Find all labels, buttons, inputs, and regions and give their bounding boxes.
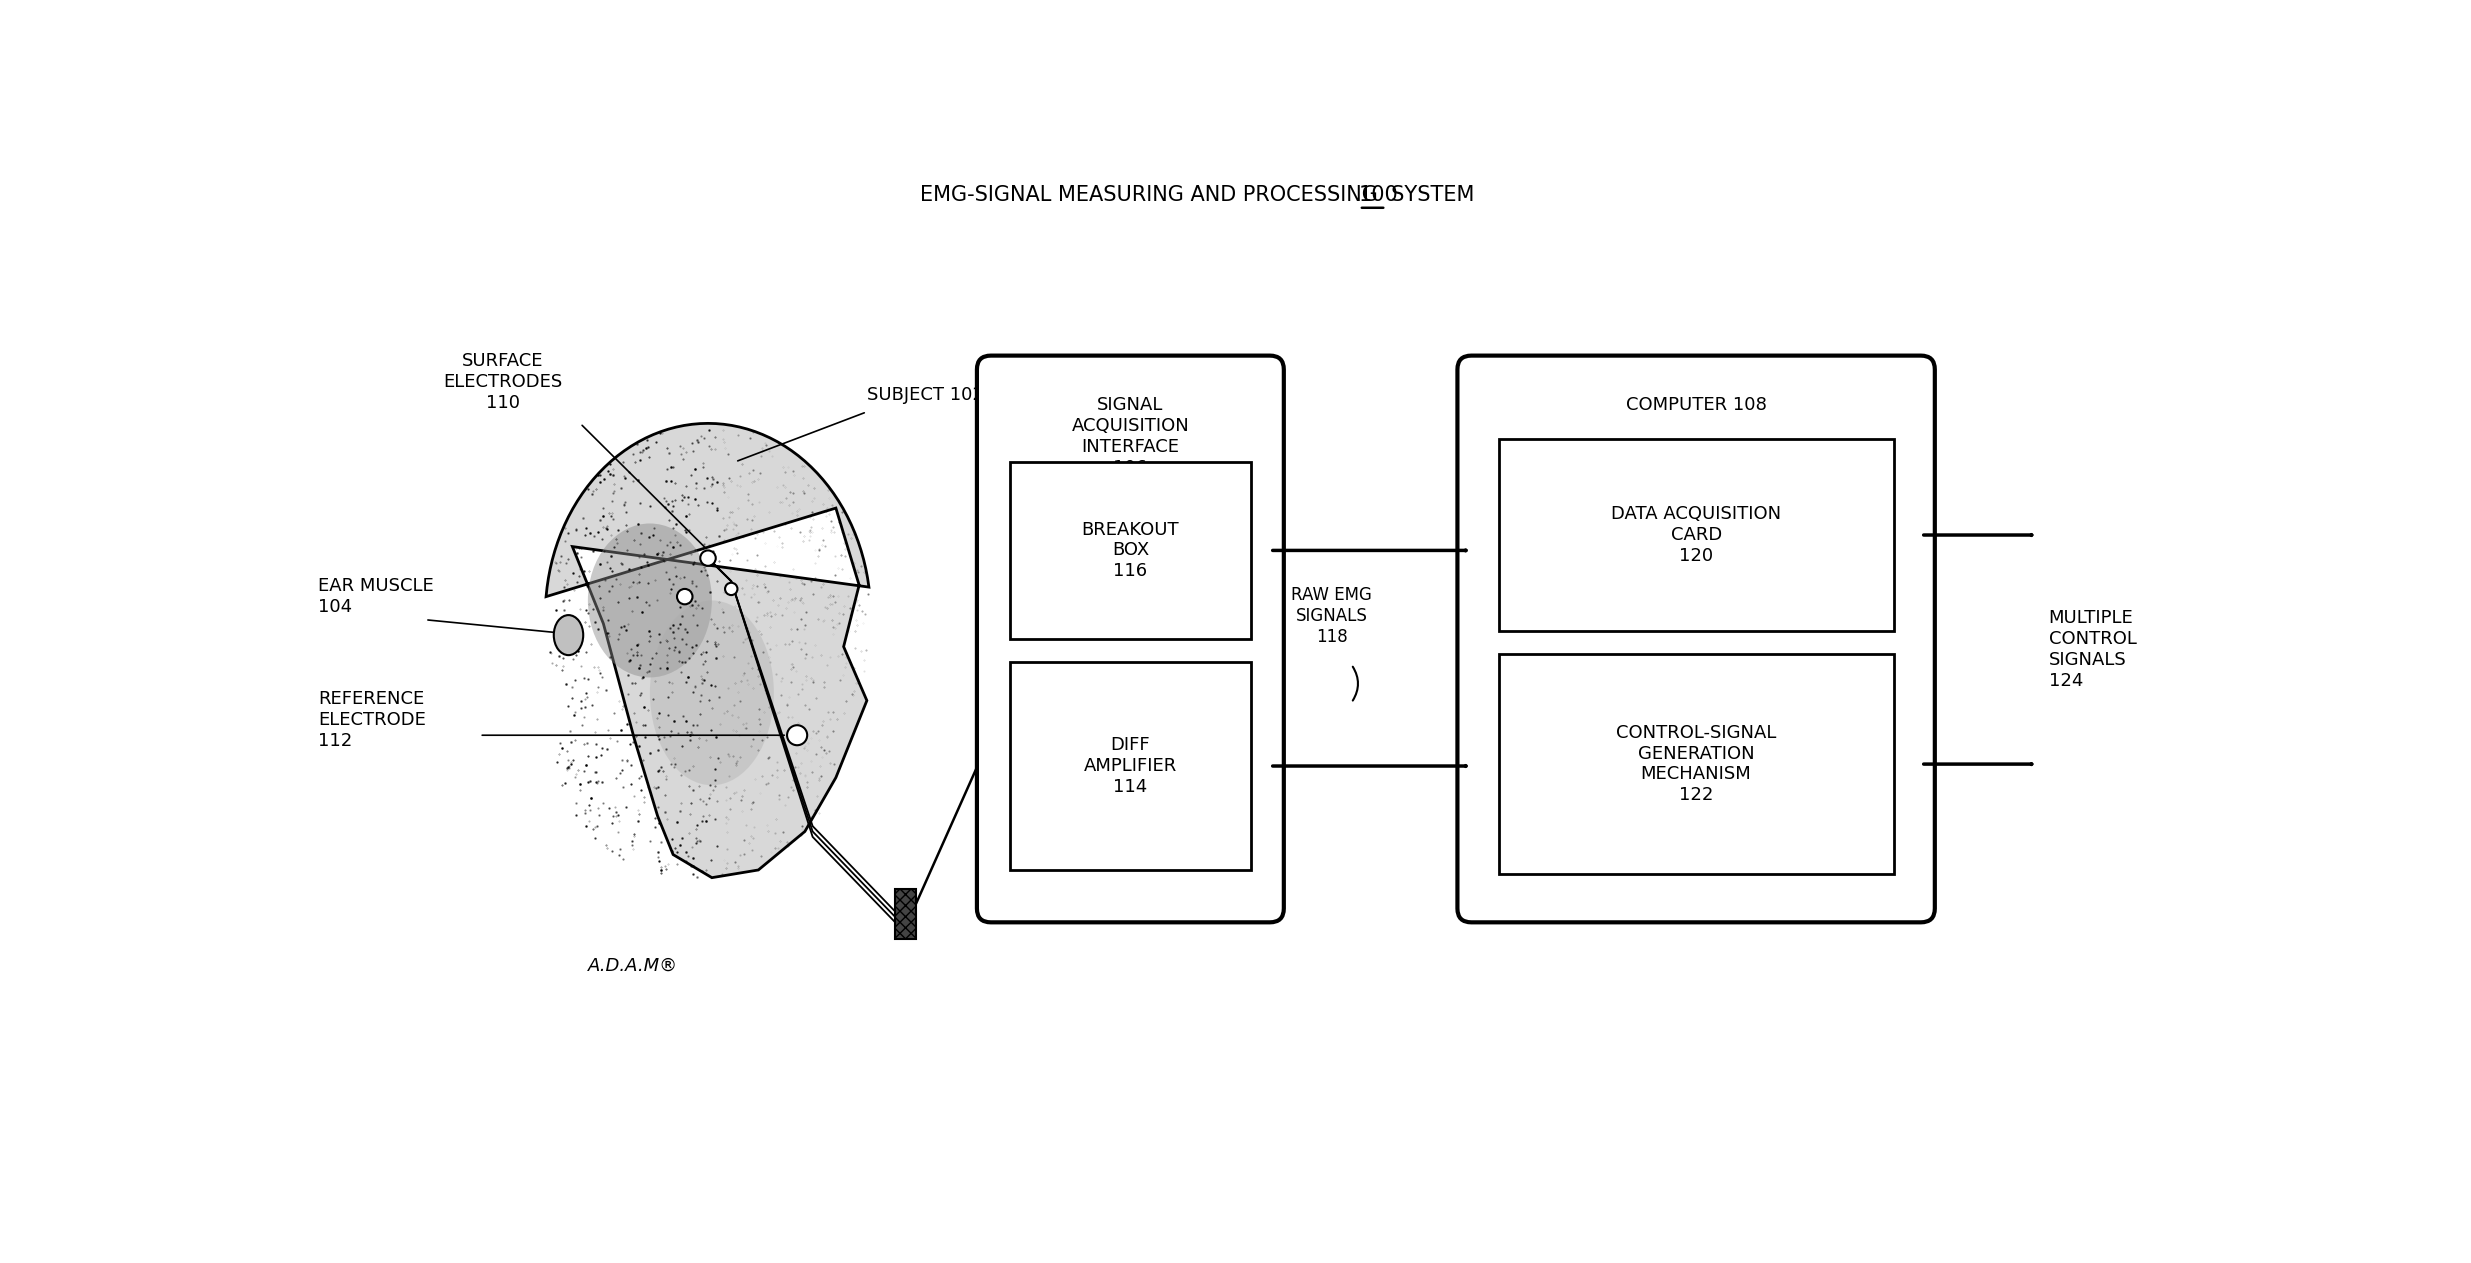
Text: CONTROL-SIGNAL
GENERATION
MECHANISM
122: CONTROL-SIGNAL GENERATION MECHANISM 122: [1616, 724, 1777, 805]
Bar: [895, 889, 917, 940]
FancyBboxPatch shape: [1011, 462, 1250, 639]
Circle shape: [699, 551, 717, 566]
Text: REFERENCE
ELECTRODE
112: REFERENCE ELECTRODE 112: [319, 690, 425, 750]
Polygon shape: [546, 423, 870, 878]
Text: DIFF
AMPLIFIER
114: DIFF AMPLIFIER 114: [1085, 736, 1176, 796]
Text: RAW EMG
SIGNALS
118: RAW EMG SIGNALS 118: [1292, 586, 1371, 645]
Circle shape: [677, 589, 692, 604]
Ellipse shape: [588, 523, 712, 677]
Ellipse shape: [554, 615, 583, 655]
Text: DATA ACQUISITION
CARD
120: DATA ACQUISITION CARD 120: [1611, 505, 1782, 565]
FancyBboxPatch shape: [1011, 662, 1250, 870]
Text: SUBJECT 102: SUBJECT 102: [867, 386, 983, 404]
FancyBboxPatch shape: [976, 356, 1285, 922]
FancyBboxPatch shape: [1458, 356, 1935, 922]
FancyBboxPatch shape: [1497, 654, 1893, 874]
Text: COMPUTER 108: COMPUTER 108: [1626, 397, 1767, 414]
Circle shape: [788, 725, 808, 745]
Text: SURFACE
ELECTRODES
110: SURFACE ELECTRODES 110: [442, 352, 563, 412]
Text: EMG-SIGNAL MEASURING AND PROCESSING  SYSTEM: EMG-SIGNAL MEASURING AND PROCESSING SYST…: [919, 184, 1480, 205]
Circle shape: [724, 582, 736, 595]
Text: 100: 100: [1359, 184, 1399, 205]
Text: MULTIPLE
CONTROL
SIGNALS
124: MULTIPLE CONTROL SIGNALS 124: [2048, 609, 2137, 690]
Text: A.D.A.M®: A.D.A.M®: [588, 957, 677, 975]
Ellipse shape: [650, 600, 773, 786]
FancyBboxPatch shape: [1497, 438, 1893, 632]
Text: BREAKOUT
BOX
116: BREAKOUT BOX 116: [1082, 520, 1179, 580]
Text: EAR MUSCLE
104: EAR MUSCLE 104: [319, 577, 435, 616]
Text: SIGNAL
ACQUISITION
INTERFACE
106: SIGNAL ACQUISITION INTERFACE 106: [1072, 397, 1189, 477]
